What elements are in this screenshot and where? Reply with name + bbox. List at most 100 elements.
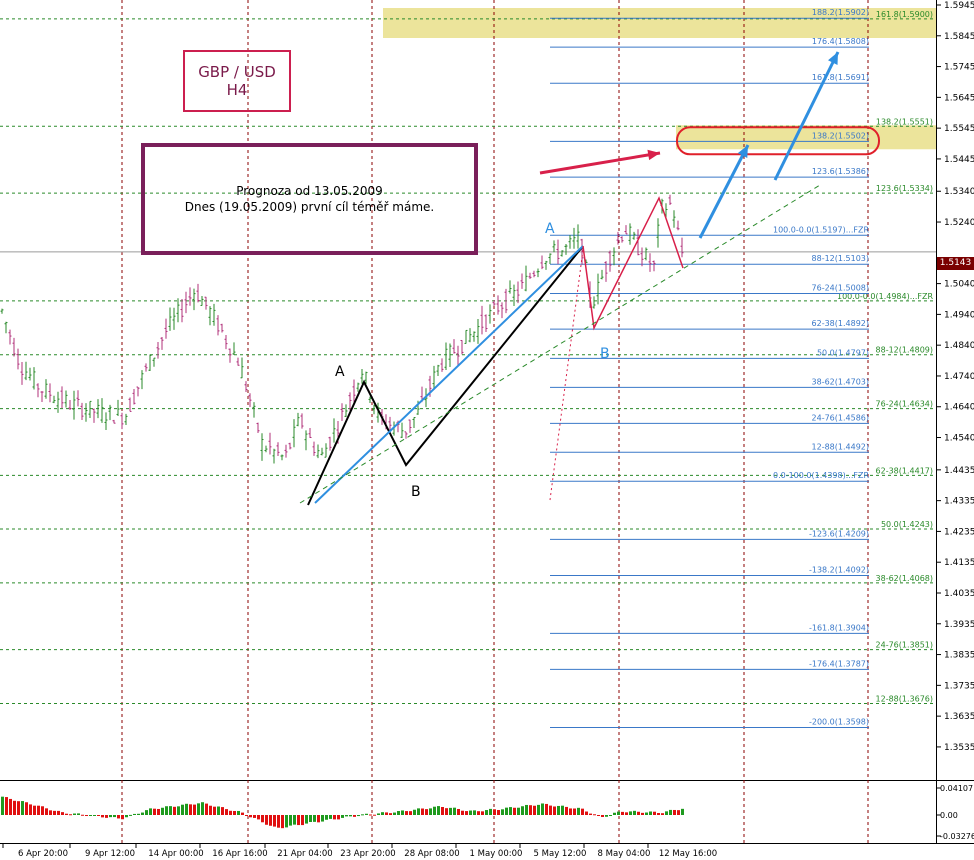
oscillator-bar	[649, 811, 652, 815]
price-tick-label: 1.3535	[944, 743, 974, 753]
oscillator-bar	[613, 812, 616, 815]
first-target-highlight	[676, 126, 880, 156]
first-target-zone	[676, 125, 936, 150]
oscillator-bar	[237, 810, 240, 815]
oscillator-bar	[681, 808, 684, 815]
oscillator-bar	[245, 815, 248, 816]
oscillator-bar	[9, 798, 12, 815]
symbol-label: GBP / USD	[198, 63, 276, 81]
oscillator-bar	[637, 811, 640, 815]
time-tick-label: 28 Apr 08:00	[404, 849, 459, 859]
time-tick-label: 8 May 04:00	[598, 849, 651, 859]
fib-label-blue: 176.4(1.5808)	[812, 37, 869, 46]
time-tick-label: 23 Apr 20:00	[340, 849, 395, 859]
oscillator-bar	[109, 815, 112, 818]
oscillator-bar	[73, 813, 76, 815]
oscillator-bar	[385, 812, 388, 815]
oscillator-bar	[529, 805, 532, 815]
fib-label-blue: 38-62(1.4703)	[812, 377, 869, 386]
fib-label-green: 24-76(1.3851)	[876, 641, 933, 650]
green-channel-line	[299, 184, 821, 504]
oscillator-bar	[537, 804, 540, 815]
oscillator-bar	[409, 811, 412, 815]
oscillator-bar	[625, 812, 628, 815]
oscillator-bar	[277, 815, 280, 828]
oscillator-bar	[505, 807, 508, 815]
oscillator-bar	[97, 815, 100, 816]
oscillator-bar	[77, 813, 80, 815]
oscillator-bar	[457, 808, 460, 815]
oscillator-bar	[221, 807, 224, 815]
red-projection-line	[549, 249, 584, 501]
fib-label-green: 76-24(1.4634)	[876, 400, 933, 409]
oscillator-bar	[33, 805, 36, 815]
forecast-note-line2: Dnes (19.05.2009) první cíl téměř máme.	[184, 200, 435, 214]
oscillator-bar	[249, 815, 252, 818]
oscillator-bar	[449, 807, 452, 815]
time-tick-label: 1 May 00:00	[470, 849, 523, 859]
oscillator-bar	[197, 803, 200, 815]
oscillator-bar	[241, 812, 244, 815]
oscillator-bar	[1, 796, 4, 815]
oscillator-bar	[605, 815, 608, 817]
time-tick-label: 5 May 12:00	[534, 849, 587, 859]
upper-target-zone	[383, 8, 936, 38]
oscillator-bar	[485, 810, 488, 815]
oscillator-bar	[349, 815, 352, 817]
oscillator-bar	[169, 806, 172, 815]
oscillator-bar	[193, 804, 196, 815]
oscillator-bar	[633, 810, 636, 815]
oscillator-bar	[161, 807, 164, 815]
fib-label-blue: 62-38(1.4892)	[812, 319, 869, 328]
oscillator-bar	[357, 815, 360, 817]
fib-label-blue: -123.6(1.4209)	[809, 529, 869, 538]
oscillator-bar	[497, 809, 500, 815]
oscillator-bar	[477, 811, 480, 815]
timeframe-label: H4	[226, 81, 248, 99]
oscillator-bar	[49, 810, 52, 815]
oscillator-bar	[229, 810, 232, 815]
fib-label-blue: 88-12(1.5103)	[812, 254, 869, 263]
oscillator-bar	[593, 814, 596, 816]
oscillator-bar	[313, 815, 316, 822]
oscillator-bar	[53, 810, 56, 815]
oscillator-bar	[233, 810, 236, 815]
oscillator-bar	[89, 815, 92, 816]
oscillator-bar	[293, 815, 296, 825]
oscillator-bar	[177, 806, 180, 815]
oscillator-bar	[545, 803, 548, 815]
fib-label-blue: 0.0-100.0(1.4398)...FZR	[773, 471, 869, 480]
oscillator-bar	[581, 808, 584, 815]
oscillator-bar	[465, 811, 468, 815]
fib-label-green: 123.6(1.5334)	[876, 184, 933, 193]
oscillator-bar	[217, 806, 220, 815]
fib-label-green: 38-62(1.4068)	[876, 574, 933, 583]
oscillator-bar	[189, 804, 192, 815]
oscillator-bar	[405, 811, 408, 815]
time-tick-label: 12 May 16:00	[659, 849, 717, 859]
oscillator-bar	[657, 812, 660, 815]
fib-label-green: 138.2(1.5551)	[876, 117, 933, 126]
oscillator-bar	[297, 815, 300, 826]
arrow-first-target	[698, 144, 750, 239]
fib-label-blue: 138.2(1.5502)	[812, 131, 869, 140]
oscillator-bar	[65, 813, 68, 815]
oscillator-bar	[37, 805, 40, 815]
fib-label-green: 62-38(1.4417)	[876, 466, 933, 475]
oscillator-bar	[645, 812, 648, 815]
oscillator-bar	[321, 815, 324, 822]
oscillator-bar	[181, 804, 184, 815]
oscillator-bar	[437, 806, 440, 815]
price-tick-label: 1.5040	[944, 280, 974, 290]
fib-label-blue: -200.0(1.3598)	[809, 718, 869, 727]
price-tick-label: 1.5240	[944, 218, 974, 228]
price-tick-label: 1.3935	[944, 620, 974, 630]
oscillator-bar	[345, 815, 348, 817]
first-abc-wave	[307, 245, 584, 506]
oscillator-bar	[401, 810, 404, 815]
oscillator-bar	[417, 808, 420, 815]
second-abc-wave	[582, 196, 684, 331]
oscillator-tick-label: 0.00	[940, 811, 958, 820]
